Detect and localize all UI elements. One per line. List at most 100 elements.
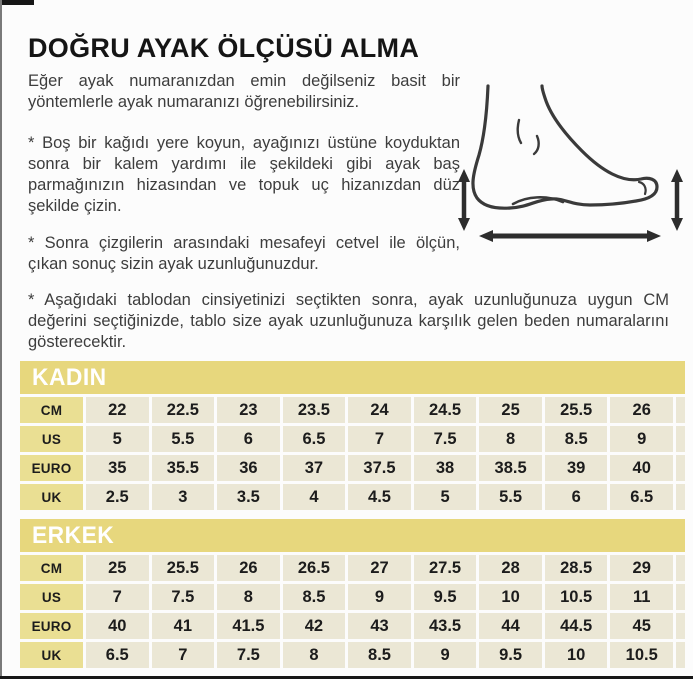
size-cell: 9.5 (413, 584, 477, 610)
size-cell[interactable]: 22.5 (151, 397, 215, 423)
size-cell: 6 (544, 484, 608, 510)
gender-tab-men-label: ERKEK (32, 522, 115, 549)
size-cell[interactable]: 27 (348, 555, 411, 581)
size-cell: 5 (86, 426, 149, 452)
size-cell: 9 (413, 642, 477, 668)
step-measure-ruler: * Sonra çizgilerin arasındaki mesafeyi c… (28, 233, 460, 273)
row-label-us: US (20, 426, 83, 452)
page-title: DOĞRU AYAK ÖLÇÜSÜ ALMA (28, 33, 420, 63)
size-cell: 6 (217, 426, 280, 452)
size-cell: 6.5 (610, 484, 673, 510)
size-cell: 44 (479, 613, 542, 639)
size-cell[interactable]: 26.5 (282, 555, 346, 581)
size-cell: 7 (151, 642, 215, 668)
bottom-edge-bar (0, 676, 693, 679)
size-cell: 41.5 (217, 613, 280, 639)
size-cell[interactable]: 27.5 (413, 555, 477, 581)
size-cell: 8 (479, 426, 542, 452)
step-use-table: * Aşağıdaki tablodan cinsiyetinizi seçti… (28, 290, 669, 351)
size-cell-partial (676, 584, 685, 610)
size-cell[interactable]: 26 (610, 397, 673, 423)
size-cell: 5.5 (479, 484, 542, 510)
size-cell: 38 (413, 455, 477, 481)
size-cell: 5.5 (151, 426, 215, 452)
size-cell: 35.5 (151, 455, 215, 481)
size-cell: 6.5 (86, 642, 149, 668)
row-label-us: US (20, 584, 83, 610)
size-cell: 10 (544, 642, 608, 668)
size-cell: 36 (217, 455, 280, 481)
size-cell[interactable]: 25.5 (151, 555, 215, 581)
size-cell: 4 (282, 484, 346, 510)
size-tables-section: KADIN CM 22 22.5 23 23.5 24 24.5 25 25.5 26 US 5 5.5… (20, 361, 685, 668)
size-cell: 7.5 (151, 584, 215, 610)
size-cell: 7 (348, 426, 411, 452)
size-cell-partial (676, 613, 685, 639)
size-table-men: ERKEK CM 25 25.5 26 26.5 27 27.5 28 28.5 29 US 7 7.5… (20, 519, 685, 668)
size-grid-men: CM 25 25.5 26 26.5 27 27.5 28 28.5 29 US 7 7.5 8 8.5 9 9… (20, 555, 685, 668)
size-cell: 43.5 (413, 613, 477, 639)
size-cell: 10.5 (610, 642, 673, 668)
foot-length-arrow-icon (479, 230, 661, 242)
row-label-cm: CM (20, 555, 83, 581)
heel-height-arrow-icon (458, 169, 470, 231)
size-cell-partial (676, 397, 685, 423)
size-cell[interactable]: 24.5 (413, 397, 477, 423)
text-content: DOĞRU AYAK ÖLÇÜSÜ ALMA Eğer ayak numaran… (28, 33, 669, 352)
size-cell: 10.5 (544, 584, 608, 610)
size-cell: 38.5 (479, 455, 542, 481)
step-draw-outline: * Boş bir kağıdı yere koyun, ayağınızı ü… (28, 133, 460, 215)
size-cell[interactable]: 25.5 (544, 397, 608, 423)
size-cell: 45 (610, 613, 673, 639)
row-label-cm: CM (20, 397, 83, 423)
row-label-euro: EURO (20, 455, 83, 481)
row-label-uk: UK (20, 484, 83, 510)
size-cell: 43 (348, 613, 411, 639)
size-cell-partial (676, 642, 685, 668)
intro-text: Eğer ayak numaranızdan emin değilseniz b… (28, 72, 460, 111)
size-cell: 2.5 (86, 484, 149, 510)
size-cell: 7 (86, 584, 149, 610)
gender-tab-men[interactable]: ERKEK (20, 519, 685, 552)
size-cell: 35 (86, 455, 149, 481)
size-cell: 5 (413, 484, 477, 510)
size-cell[interactable]: 25 (86, 555, 149, 581)
size-cell: 7.5 (413, 426, 477, 452)
size-cell[interactable]: 29 (610, 555, 673, 581)
size-cell: 37 (282, 455, 346, 481)
size-cell: 11 (610, 584, 673, 610)
size-cell[interactable]: 28.5 (544, 555, 608, 581)
size-cell[interactable]: 26 (217, 555, 280, 581)
size-cell[interactable]: 25 (479, 397, 542, 423)
size-table-women: KADIN CM 22 22.5 23 23.5 24 24.5 25 25.5 26 US 5 5.5… (20, 361, 685, 510)
top-left-edge-artifact (0, 0, 34, 5)
size-cell[interactable]: 22 (86, 397, 149, 423)
size-cell: 9 (610, 426, 673, 452)
size-cell-partial (676, 426, 685, 452)
size-cell: 8 (217, 584, 280, 610)
size-cell[interactable]: 24 (348, 397, 411, 423)
size-cell: 8.5 (282, 584, 346, 610)
size-cell: 9.5 (479, 642, 542, 668)
size-cell[interactable]: 23 (217, 397, 280, 423)
size-cell: 40 (610, 455, 673, 481)
size-cell: 7.5 (217, 642, 280, 668)
size-grid-women: CM 22 22.5 23 23.5 24 24.5 25 25.5 26 US 5 5.5 6 6.5 7 7… (20, 397, 685, 510)
left-edge-line (0, 0, 2, 679)
row-label-euro: EURO (20, 613, 83, 639)
size-cell[interactable]: 28 (479, 555, 542, 581)
size-cell: 40 (86, 613, 149, 639)
size-cell: 9 (348, 584, 411, 610)
size-cell: 8 (282, 642, 346, 668)
size-cell-partial (676, 555, 685, 581)
row-label-uk: UK (20, 642, 83, 668)
foot-measurement-illustration (453, 84, 691, 248)
gender-tab-women[interactable]: KADIN (20, 361, 685, 394)
size-cell[interactable]: 23.5 (282, 397, 346, 423)
size-cell: 39 (544, 455, 608, 481)
size-cell: 42 (282, 613, 346, 639)
gender-tab-women-label: KADIN (32, 364, 107, 391)
instruction-steps: * Boş bir kağıdı yere koyun, ayağınızı ü… (28, 133, 460, 275)
size-cell: 3 (151, 484, 215, 510)
